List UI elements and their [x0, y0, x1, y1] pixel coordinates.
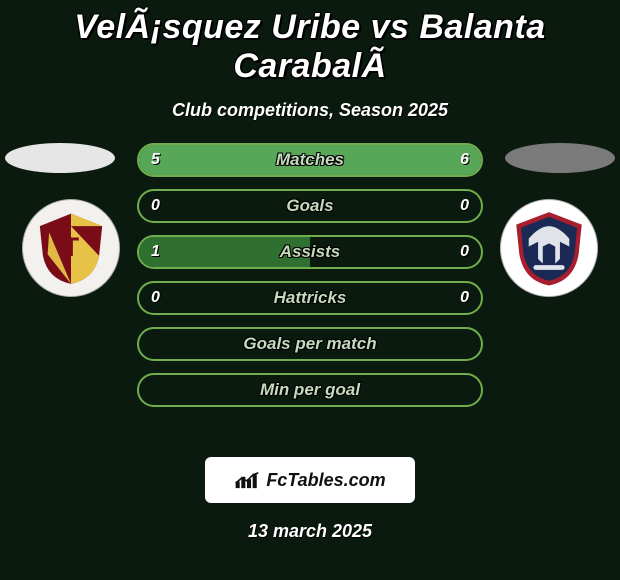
fortaleza-crest-icon — [510, 209, 588, 287]
page-subtitle: Club competitions, Season 2025 — [0, 100, 620, 121]
stat-label: Matches — [139, 145, 481, 175]
stat-label: Goals — [139, 191, 481, 221]
date-footer: 13 march 2025 — [0, 521, 620, 542]
stat-row: 10Assists — [137, 235, 483, 269]
stat-bars: 56Matches 00Goals 10Assists 00Hattricks Goal… — [137, 143, 483, 419]
stat-row: 56Matches — [137, 143, 483, 177]
stat-row: 00Hattricks — [137, 281, 483, 315]
stat-row: 00Goals — [137, 189, 483, 223]
comparison-area: T 56Matches 00Goals 10Assists 00Hattricks Go… — [0, 143, 620, 443]
stat-label: Goals per match — [139, 329, 481, 359]
stat-label: Assists — [139, 237, 481, 267]
svg-text:T: T — [63, 232, 79, 262]
stat-row: Goals per match — [137, 327, 483, 361]
attribution-text: FcTables.com — [266, 470, 385, 491]
page-title: VelÃ¡squez Uribe vs Balanta CarabalÃ — [0, 0, 620, 86]
club-badge-right — [500, 199, 598, 297]
attribution-badge: FcTables.com — [205, 457, 415, 503]
player-head-left — [5, 143, 115, 173]
stat-row: Min per goal — [137, 373, 483, 407]
club-badge-left: T — [22, 199, 120, 297]
tolima-crest-icon: T — [32, 209, 110, 287]
stat-label: Min per goal — [139, 375, 481, 405]
bars-chart-icon — [234, 469, 260, 491]
stat-label: Hattricks — [139, 283, 481, 313]
player-head-right — [505, 143, 615, 173]
